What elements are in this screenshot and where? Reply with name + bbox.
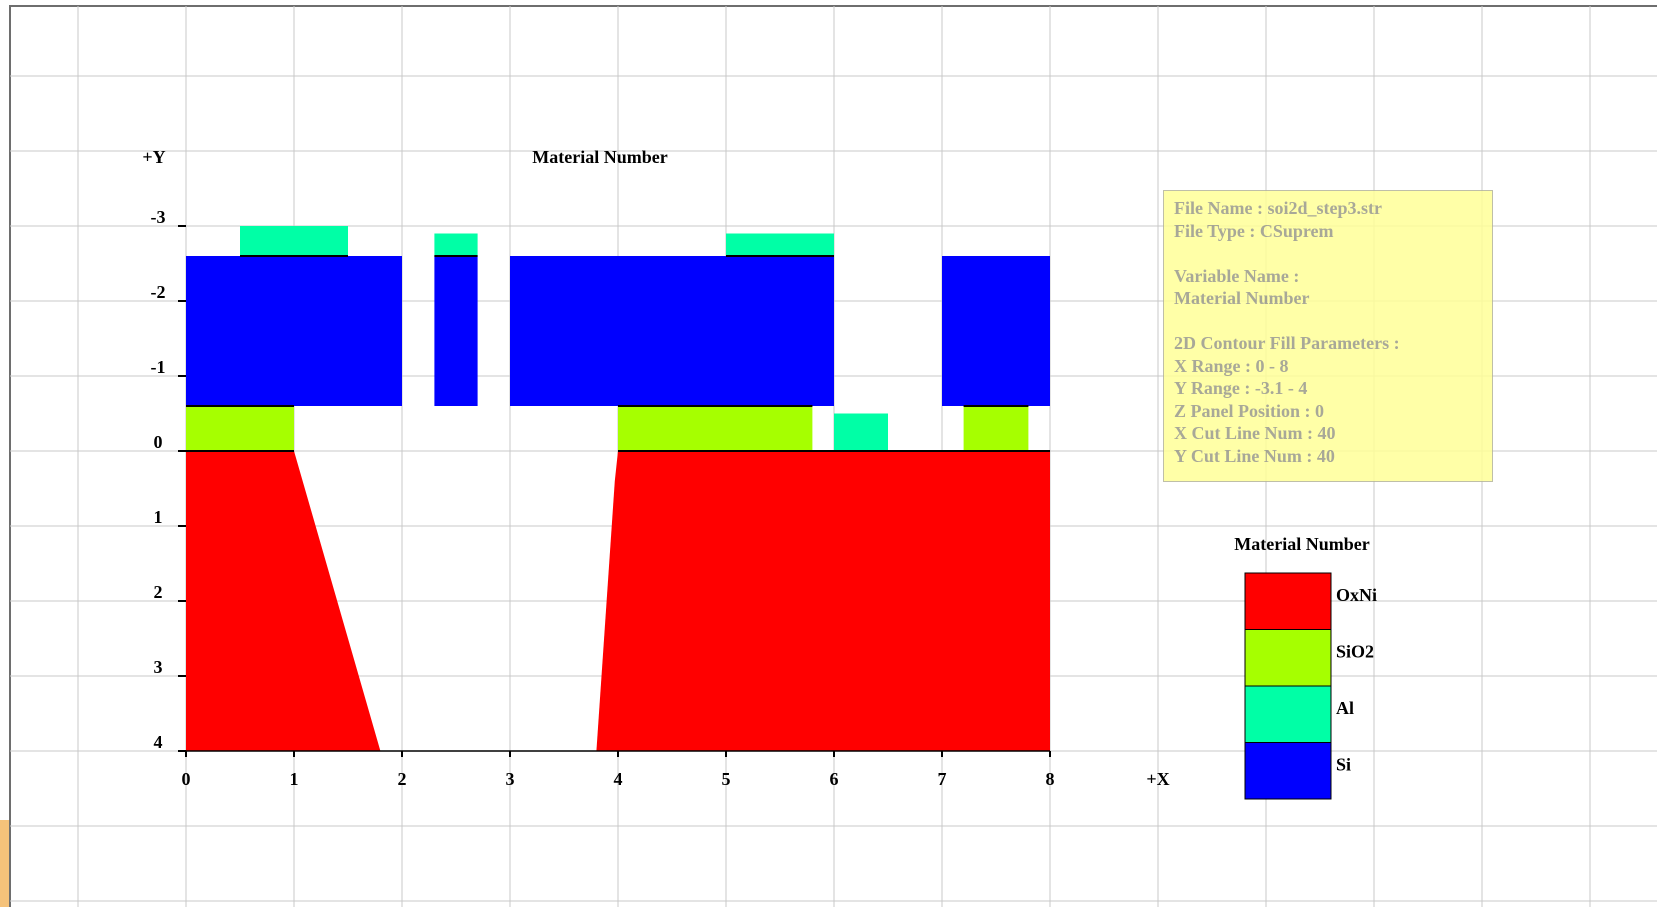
legend-label-si: Si bbox=[1336, 755, 1351, 775]
region-si bbox=[186, 256, 402, 406]
material-regions bbox=[186, 226, 1050, 751]
x-tick-label: 7 bbox=[938, 769, 947, 789]
legend-swatch-oxni bbox=[1244, 572, 1332, 630]
left-edge-marker bbox=[0, 820, 9, 907]
legend-swatch-sio2 bbox=[1244, 629, 1332, 687]
axes: 0 1 2 3 4 5 6 7 8 -3 -2 -1 0 1 2 3 4 bbox=[151, 207, 1055, 789]
x-tick-label: 6 bbox=[830, 769, 839, 789]
y-tick-label: 2 bbox=[154, 582, 163, 602]
legend: Material Number OxNi SiO2 Al Si bbox=[1234, 534, 1377, 800]
legend-swatch-al bbox=[1244, 685, 1332, 743]
file-info-box: File Name : soi2d_step3.str File Type : … bbox=[1163, 190, 1493, 482]
region-sio2 bbox=[618, 406, 813, 451]
info-spacer bbox=[1174, 310, 1482, 333]
legend-label-al: Al bbox=[1336, 698, 1354, 718]
x-range-text: X Range : 0 - 8 bbox=[1174, 355, 1289, 376]
x-tick-label: 4 bbox=[614, 769, 623, 789]
x-tick-label: 1 bbox=[290, 769, 299, 789]
region-oxni bbox=[596, 451, 1050, 751]
region-sio2 bbox=[186, 406, 294, 451]
region-al bbox=[434, 233, 478, 256]
legend-label-oxni: OxNi bbox=[1336, 585, 1377, 605]
file-type-text: File Type : CSuprem bbox=[1174, 220, 1334, 241]
y-tick-label: -1 bbox=[151, 357, 166, 377]
x-tick-label: 8 bbox=[1046, 769, 1055, 789]
region-sio2 bbox=[963, 406, 1029, 451]
x-tick-label: 5 bbox=[722, 769, 731, 789]
region-al bbox=[726, 233, 834, 256]
region-si bbox=[434, 256, 478, 406]
variable-name-value: Material Number bbox=[1174, 288, 1310, 308]
z-panel-text: Z Panel Position : 0 bbox=[1174, 400, 1325, 421]
x-tick-label: 2 bbox=[398, 769, 407, 789]
y-tick-label: 0 bbox=[154, 432, 163, 452]
y-tick-label: 1 bbox=[154, 507, 163, 527]
x-axis-title: +X bbox=[1146, 769, 1169, 789]
y-tick-label: 3 bbox=[154, 657, 163, 677]
y-tick-label: 4 bbox=[154, 732, 163, 752]
legend-label-sio2: SiO2 bbox=[1336, 642, 1374, 662]
file-name-text: File Name : soi2d_step3.str bbox=[1174, 198, 1382, 218]
legend-swatch-si bbox=[1244, 742, 1332, 800]
y-range-text: Y Range : -3.1 - 4 bbox=[1174, 378, 1308, 398]
y-cut-text: Y Cut Line Num : 40 bbox=[1174, 445, 1335, 466]
variable-name-label: Variable Name : bbox=[1174, 265, 1300, 286]
info-spacer bbox=[1174, 242, 1482, 265]
legend-title: Material Number bbox=[1234, 534, 1369, 554]
region-al bbox=[240, 226, 348, 256]
plot-title: Material Number bbox=[532, 147, 667, 167]
contour-params-title: 2D Contour Fill Parameters : bbox=[1174, 333, 1400, 353]
x-cut-text: X Cut Line Num : 40 bbox=[1174, 423, 1336, 443]
region-oxni bbox=[186, 451, 381, 751]
region-si bbox=[510, 256, 834, 406]
y-axis-title: +Y bbox=[142, 147, 165, 167]
y-tick-label: -3 bbox=[151, 207, 166, 227]
region-si bbox=[942, 256, 1050, 406]
x-tick-label: 0 bbox=[182, 769, 191, 789]
x-tick-label: 3 bbox=[506, 769, 515, 789]
region-al bbox=[834, 413, 888, 451]
y-tick-label: -2 bbox=[151, 282, 166, 302]
